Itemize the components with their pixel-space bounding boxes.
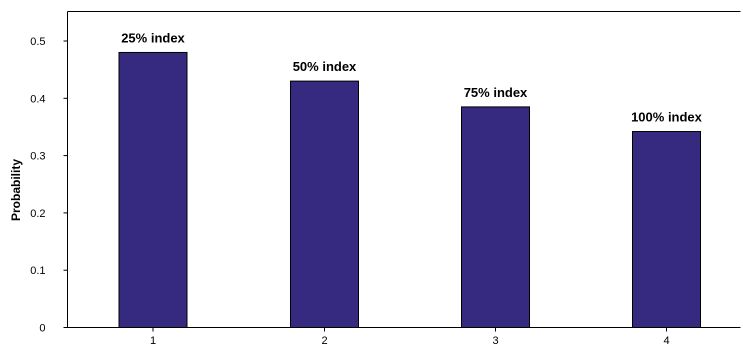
bar bbox=[632, 131, 701, 328]
bar-data-label: 25% index bbox=[121, 30, 185, 45]
bar bbox=[290, 80, 359, 328]
bars bbox=[118, 51, 701, 329]
x-axis-ticks: 1 2 3 4 bbox=[150, 327, 670, 346]
y-tick-label: 0.5 bbox=[30, 36, 45, 48]
x-tick-label: 2 bbox=[321, 335, 327, 346]
bar bbox=[461, 106, 530, 328]
y-tick-label: 0 bbox=[39, 323, 45, 335]
y-tick-label: 0.3 bbox=[30, 151, 45, 163]
y-tick-label: 0.1 bbox=[30, 265, 45, 277]
y-axis-title: Probability bbox=[9, 159, 23, 221]
bar-data-label: 75% index bbox=[464, 85, 528, 100]
x-tick-label: 1 bbox=[150, 335, 156, 346]
bar bbox=[118, 51, 188, 329]
x-tick-label: 3 bbox=[492, 335, 498, 346]
bar-data-label: 100% index bbox=[631, 110, 703, 125]
y-tick-label: 0.4 bbox=[30, 93, 45, 105]
bar-labels: 25% index 50% index 75% index 100% index bbox=[121, 30, 702, 124]
x-tick-label: 4 bbox=[663, 335, 669, 346]
bar-data-label: 50% index bbox=[293, 59, 357, 74]
y-axis-ticks: 0 0.1 0.2 0.3 0.4 0.5 bbox=[30, 36, 68, 335]
y-tick-label: 0.2 bbox=[30, 208, 45, 220]
